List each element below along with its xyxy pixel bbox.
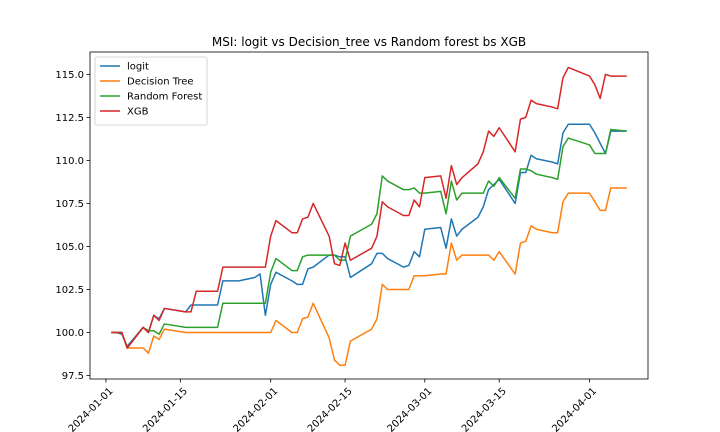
y-tick-label: 110.0 <box>55 156 84 167</box>
y-tick-label: 112.5 <box>55 113 84 124</box>
legend-label: XGB <box>127 107 149 118</box>
y-tick-label: 115.0 <box>55 70 84 81</box>
chart-title: MSI: logit vs Decision_tree vs Random fo… <box>212 35 526 49</box>
plot-frame <box>89 51 649 380</box>
y-tick-label: 102.5 <box>55 285 84 296</box>
series-layer <box>111 66 627 366</box>
y-tick-label: 105.0 <box>55 242 84 253</box>
series-line-logit <box>111 123 627 348</box>
legend: logit Decision Tree Random Forest XGB <box>94 56 208 126</box>
legend-label: logit <box>127 62 149 73</box>
series-line-xgb <box>111 66 627 349</box>
series-line-decision-tree <box>111 187 627 366</box>
legend-label: Decision Tree <box>127 77 194 88</box>
y-tick-label: 107.5 <box>55 199 84 210</box>
y-tick-label: 100.0 <box>55 328 84 339</box>
legend-frame <box>94 56 208 126</box>
legend-label: Random Forest <box>127 92 202 103</box>
y-tick-label: 97.5 <box>62 371 84 382</box>
y-axis: 97.5 100.0 102.5 105.0 107.5 110.0 112.5 115.0 <box>55 70 90 382</box>
series-line-random-forest <box>111 128 627 349</box>
